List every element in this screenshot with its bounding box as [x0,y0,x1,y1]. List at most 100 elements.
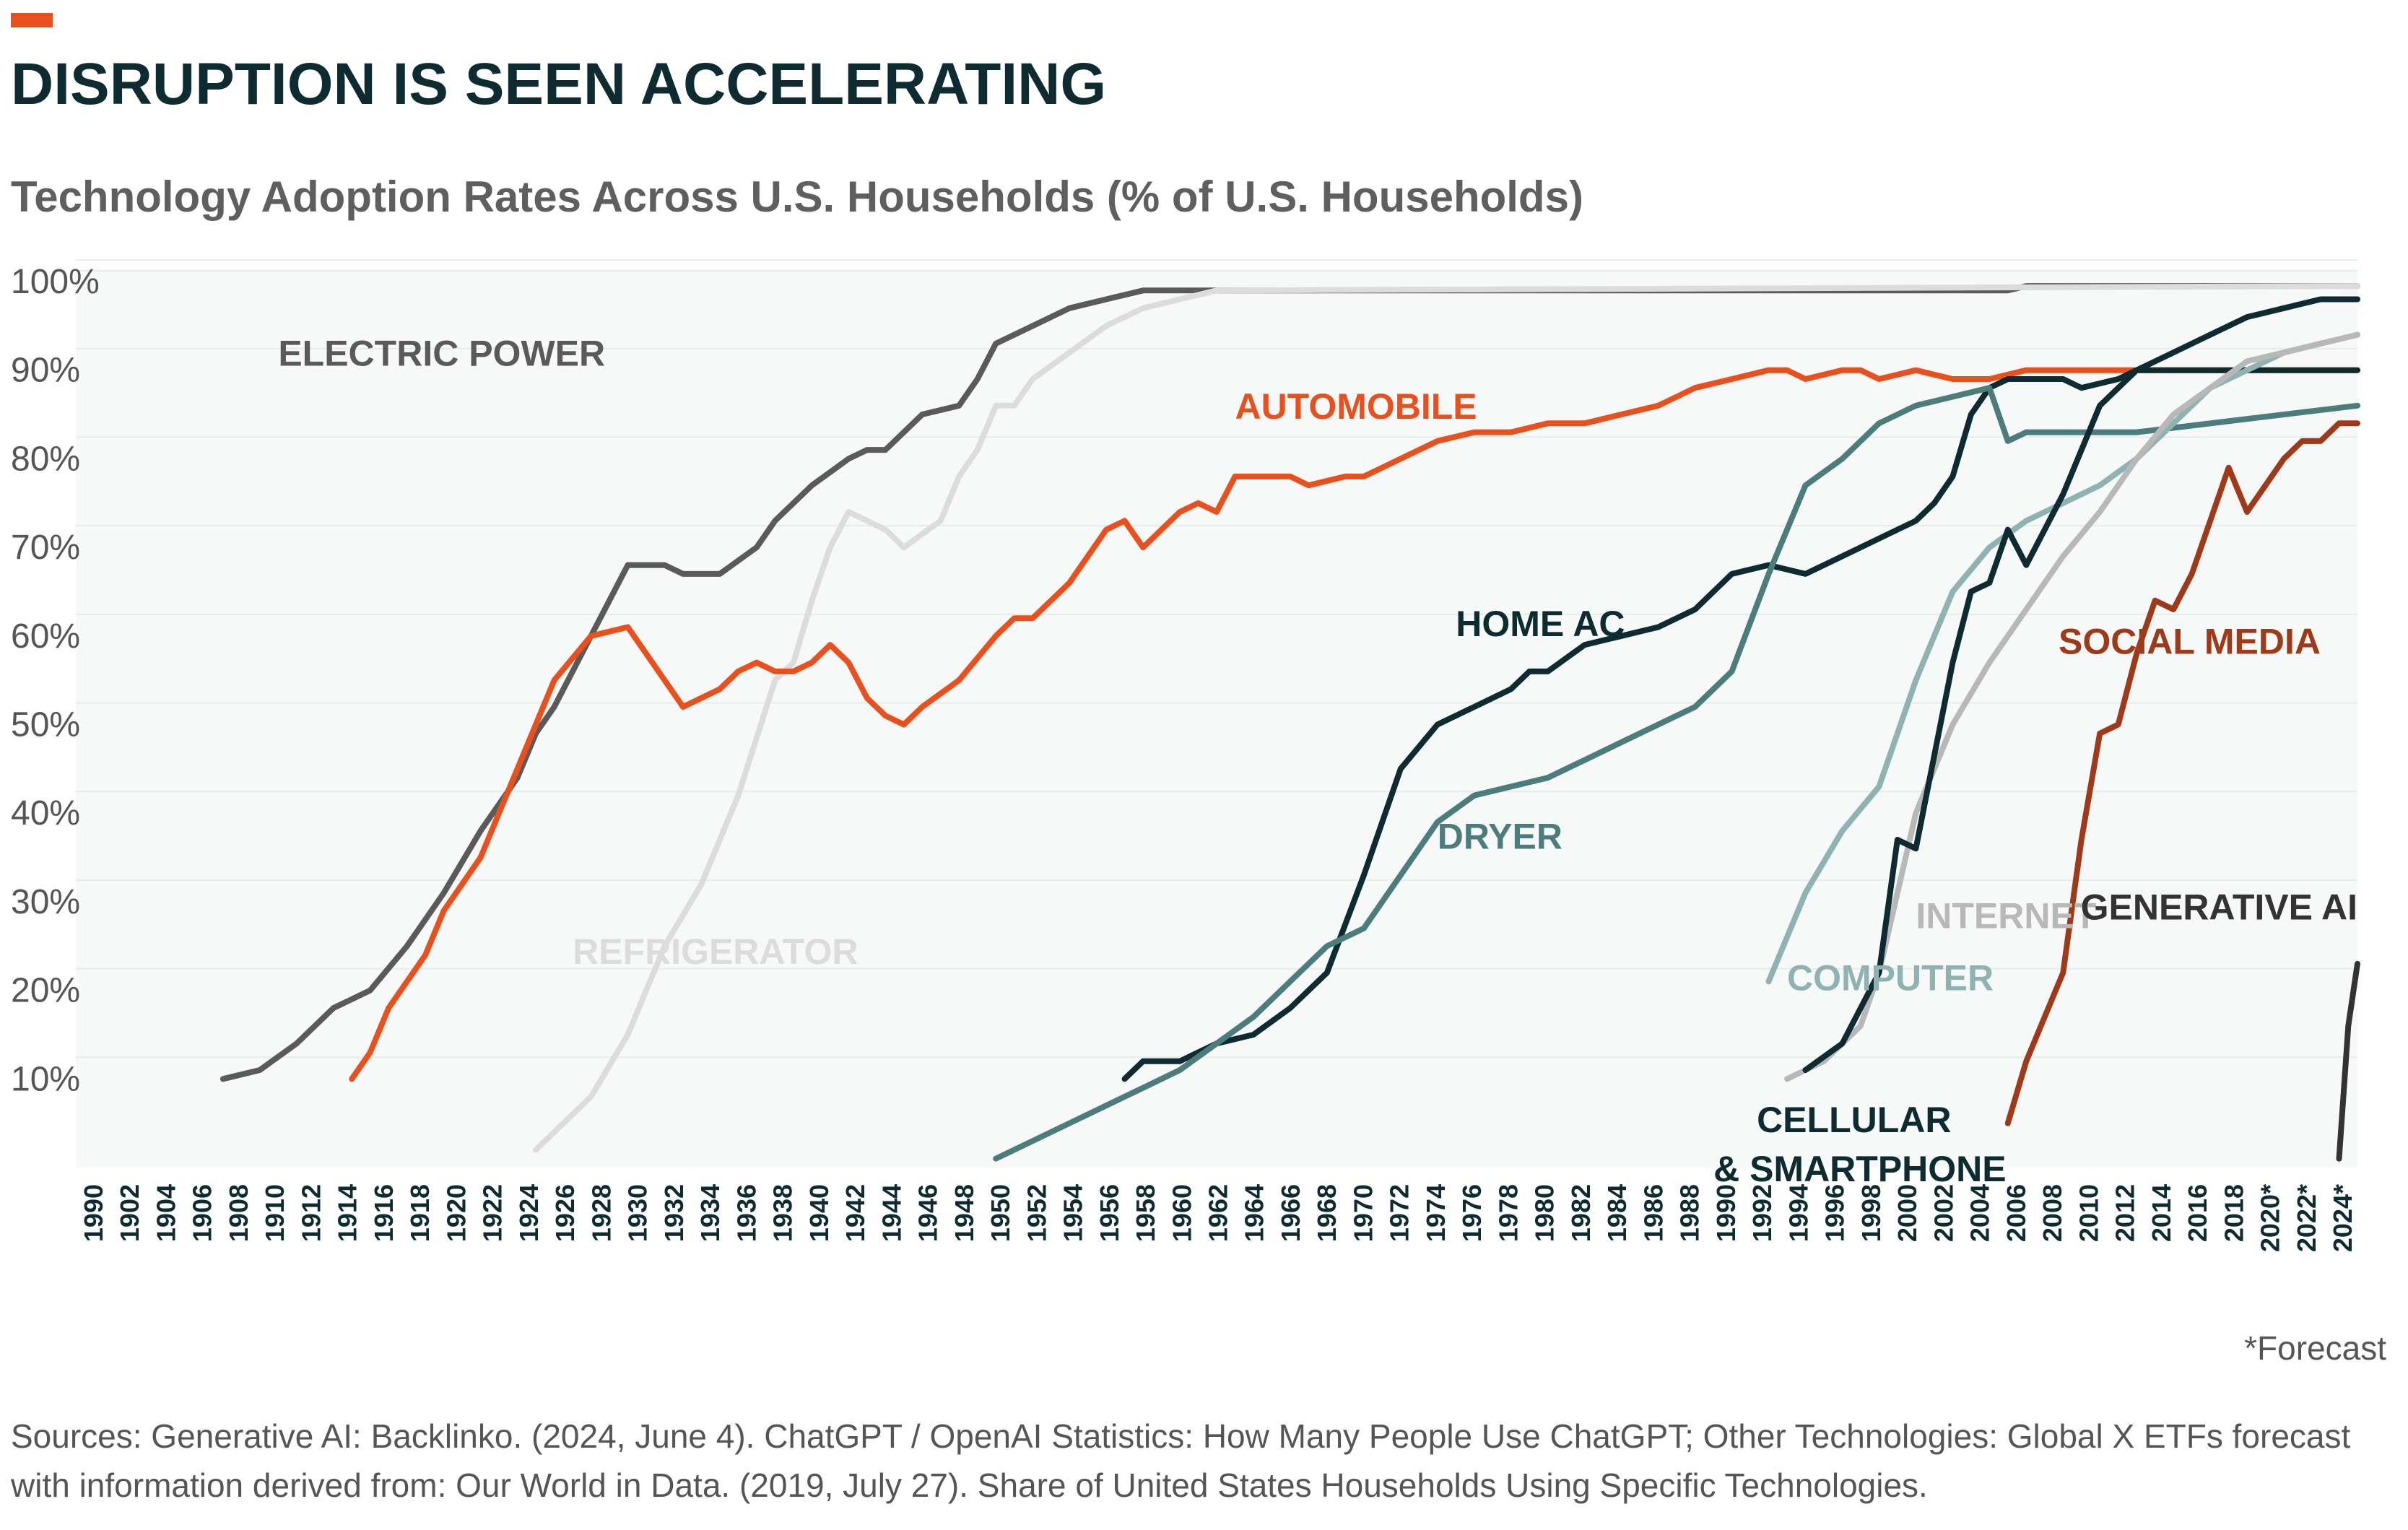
x-tick-label: 1910 [260,1184,290,1242]
x-tick-label: 2004 [1965,1184,1995,1242]
x-tick-label: 2006 [2001,1184,2031,1242]
x-tick-label: 1918 [405,1184,435,1242]
x-tick-label: 1934 [695,1184,725,1242]
x-tick-label: 1984 [1602,1184,1632,1242]
x-tick-label: 1946 [913,1184,943,1242]
y-axis-ticks: 10% 20% 30% 40% 50% 60% 70% 80% 90% 100% [11,263,100,1098]
x-tick-label: 1988 [1675,1184,1705,1242]
x-tick-label: 1978 [1493,1184,1523,1242]
x-tick-label: 1914 [333,1184,362,1242]
x-tick-label: 1940 [804,1184,834,1242]
y-tick-label: 60% [11,617,80,656]
x-tick-label: 1964 [1240,1184,1269,1242]
series-line-dryer [993,385,2360,1162]
x-tick-label: 2012 [2111,1184,2140,1242]
x-tick-label: 1960 [1167,1184,1196,1242]
x-tick-label: 2020* [2256,1184,2285,1252]
x-tick-label: 2010 [2074,1184,2103,1242]
x-tick-label: 1966 [1276,1184,1305,1242]
x-tick-label: 2008 [2038,1184,2067,1242]
accent-bar [11,13,53,27]
x-tick-label: 1996 [1820,1184,1850,1242]
x-tick-label: 1932 [659,1184,689,1242]
x-tick-label: 1998 [1856,1184,1886,1242]
x-tick-label: 1944 [877,1184,906,1242]
x-tick-label: 2002 [1929,1184,1958,1242]
series-line-electric-power [219,283,2360,1082]
x-tick-label: 1970 [1348,1184,1378,1242]
x-tick-label: 1948 [949,1184,979,1242]
x-tick-label: 1936 [731,1184,761,1242]
series-line-cellular-smartphone [1802,296,2360,1073]
x-tick-label: 1956 [1095,1184,1124,1242]
x-tick-label: 1990 [79,1184,108,1242]
x-tick-label: 1922 [478,1184,508,1242]
series-labels: ELECTRIC POWER REFRIGERATOR AUTOMOBILE HOME… [278,334,2357,1189]
x-tick-label: 2018 [2219,1184,2248,1242]
y-tick-label: 100% [11,263,100,301]
chart-subtitle: Technology Adoption Rates Across U.S. Ho… [11,173,1583,221]
x-tick-label: 1920 [441,1184,471,1242]
series-label: & SMARTPHONE [1713,1149,2007,1189]
sources-note: Sources: Generative AI: Backlinko. (2024… [11,1417,2351,1504]
x-tick-label: 1902 [115,1184,144,1242]
series-label: DRYER [1438,816,1562,856]
series-label: INTERNET [1916,896,2096,936]
x-tick-label: 2022* [2292,1184,2321,1252]
series-lines [219,283,2360,1162]
x-tick-label: 1950 [986,1184,1015,1242]
series-line-automobile [349,367,2360,1082]
x-tick-label: 1906 [188,1184,217,1242]
y-tick-label: 80% [11,440,80,478]
y-tick-label: 40% [11,794,80,833]
x-tick-label: 1926 [550,1184,580,1242]
x-tick-label: 2000 [1892,1184,1922,1242]
x-tick-label: 1982 [1566,1184,1596,1242]
series-line-social-media [2004,420,2360,1126]
x-tick-label: 1990 [1711,1184,1741,1242]
series-label: ELECTRIC POWER [278,334,605,374]
x-tick-label: 1928 [586,1184,616,1242]
x-tick-label: 1930 [623,1184,653,1242]
series-label: SOCIAL MEDIA [2059,621,2321,661]
x-tick-label: 1952 [1022,1184,1051,1242]
x-tick-label: 2016 [2183,1184,2212,1242]
series-label: COMPUTER [1787,958,1994,999]
x-tick-label: 1938 [768,1184,798,1242]
series-label: CELLULAR [1757,1100,1951,1140]
forecast-note: *Forecast [2244,1329,2386,1367]
x-tick-label: 1908 [224,1184,253,1242]
x-tick-label: 1916 [369,1184,399,1242]
series-line-refrigerator [533,283,2360,1153]
series-label: AUTOMOBILE [1235,386,1477,427]
x-tick-label: 1958 [1131,1184,1160,1242]
x-tick-label: 1968 [1312,1184,1342,1242]
x-tick-label: 1976 [1457,1184,1487,1242]
plot-background [76,271,2357,1168]
series-label: GENERATIVE AI [2081,887,2357,927]
y-tick-label: 70% [11,529,80,567]
series-label: HOME AC [1456,604,1625,644]
x-tick-label: 1904 [151,1184,181,1242]
x-tick-label: 1994 [1783,1184,1813,1242]
x-tick-label: 1992 [1747,1184,1777,1242]
series-line-computer [1765,331,2360,985]
series-label: REFRIGERATOR [573,931,858,972]
series-line-generative-ai [2336,960,2360,1162]
x-axis-ticks: 1990 1902 1904 1906 1908 1910 1912 1914 1916 1918… [79,1184,2357,1252]
x-tick-label: 1924 [514,1184,544,1242]
x-tick-label: 1912 [296,1184,326,1242]
x-tick-label: 1980 [1530,1184,1560,1242]
y-tick-label: 10% [11,1060,80,1098]
y-tick-label: 90% [11,352,80,390]
y-tick-label: 50% [11,706,80,744]
x-tick-label: 1974 [1421,1184,1451,1242]
x-tick-label: 1972 [1385,1184,1414,1242]
x-tick-label: 1942 [840,1184,870,1242]
series-line-home-ac [1121,367,2360,1082]
chart-title: DISRUPTION IS SEEN ACCELERATING [11,51,1107,117]
y-tick-label: 30% [11,883,80,921]
x-tick-label: 2024* [2328,1184,2357,1252]
x-tick-label: 1954 [1059,1184,1088,1242]
